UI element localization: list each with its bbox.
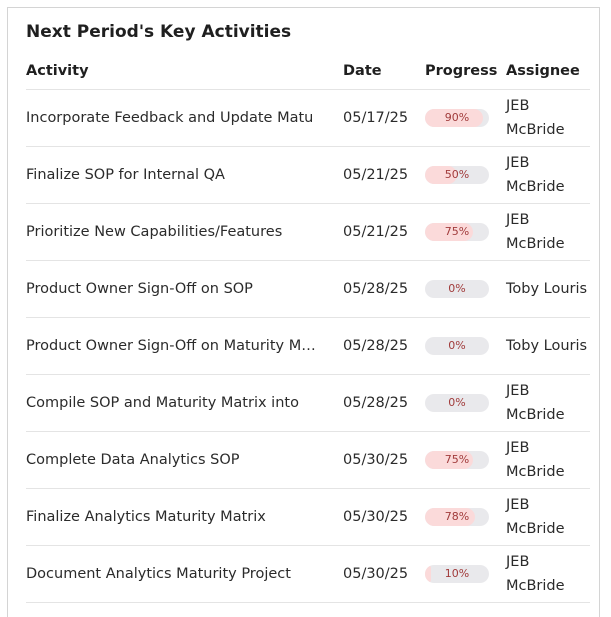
progress-fill <box>425 223 473 241</box>
table-row[interactable]: Product Owner Sign-Off on Maturity Matri… <box>26 318 590 375</box>
progress-label: 0% <box>448 282 466 295</box>
table-row[interactable]: Product Owner Sign-Off on SOP 05/28/25 0… <box>26 261 590 318</box>
progress-cell: 0% <box>425 394 506 412</box>
table-row[interactable]: Finalize SOP for Internal QA 05/21/25 50… <box>26 147 590 204</box>
activity-text: Compile SOP and Maturity Matrix into <box>26 395 299 411</box>
table-row[interactable]: Incorporate Feedback and Update Matu 05/… <box>26 90 590 147</box>
table-row[interactable]: Compile SOP and Maturity Matrix into 05/… <box>26 375 590 432</box>
progress-label: 0% <box>448 396 466 409</box>
assignee-cell: JEB McBride <box>506 497 565 537</box>
date-cell: 05/28/25 <box>343 395 409 411</box>
column-header-date[interactable]: Date <box>343 63 382 79</box>
activity-cell: Product Owner Sign-Off on SOP <box>26 281 343 297</box>
progress-label: 78% <box>444 510 470 523</box>
progress-bar: 78% <box>425 508 489 526</box>
progress-fill <box>425 508 475 526</box>
activity-text: Finalize SOP for Internal QA <box>26 167 225 183</box>
activity-cell: Compile SOP and Maturity Matrix into <box>26 395 343 411</box>
activity-text: Finalize Analytics Maturity Matrix <box>26 509 266 525</box>
progress-fill <box>425 565 432 583</box>
column-header-assignee[interactable]: Assignee <box>506 63 580 79</box>
progress-label: 75% <box>444 453 470 466</box>
progress-cell: 0% <box>425 337 506 355</box>
activity-text: Prioritize New Capabilities/Features <box>26 224 283 240</box>
progress-bar: 90% <box>425 109 489 127</box>
date-cell: 05/30/25 <box>343 566 409 582</box>
assignee-cell: JEB McBride <box>506 212 565 252</box>
table-row[interactable]: Prioritize New Capabilities/Features 05/… <box>26 204 590 261</box>
table-body: Incorporate Feedback and Update Matu 05/… <box>26 90 590 603</box>
activity-cell: Document Analytics Maturity Project <box>26 566 343 582</box>
progress-bar: 0% <box>425 394 489 412</box>
progress-cell: 50% <box>425 166 506 184</box>
progress-label: 90% <box>444 111 470 124</box>
assignee-cell: Toby Louris <box>506 281 588 297</box>
assignee-cell: JEB McBride <box>506 440 565 480</box>
assignee-cell: JEB McBride <box>506 554 565 594</box>
assignee-cell: JEB McBride <box>506 155 565 195</box>
activities-table: Activity Date Progress Assignee Incorpor… <box>26 63 590 603</box>
date-cell: 05/30/25 <box>343 452 409 468</box>
table-row[interactable]: Document Analytics Maturity Project 05/3… <box>26 546 590 603</box>
progress-label: 75% <box>444 225 470 238</box>
activity-cell: Finalize SOP for Internal QA <box>26 167 343 183</box>
progress-bar: 0% <box>425 280 489 298</box>
progress-cell: 75% <box>425 451 506 469</box>
progress-bar: 75% <box>425 451 489 469</box>
progress-fill <box>425 166 457 184</box>
table-row[interactable]: Finalize Analytics Maturity Matrix 05/30… <box>26 489 590 546</box>
progress-label: 10% <box>444 567 470 580</box>
progress-cell: 78% <box>425 508 506 526</box>
progress-label: 50% <box>444 168 470 181</box>
activity-text: Product Owner Sign-Off on SOP <box>26 281 253 297</box>
activity-text: Incorporate Feedback and Update Matu <box>26 110 314 126</box>
progress-fill <box>425 451 473 469</box>
date-cell: 05/17/25 <box>343 110 409 126</box>
key-activities-card: Next Period's Key Activities Activity Da… <box>7 7 600 617</box>
activity-cell: Incorporate Feedback and Update Matu <box>26 110 343 126</box>
assignee-cell: JEB McBride <box>506 383 565 423</box>
activity-text: Complete Data Analytics SOP <box>26 452 240 468</box>
assignee-cell: JEB McBride <box>506 98 565 138</box>
progress-bar: 75% <box>425 223 489 241</box>
progress-cell: 90% <box>425 109 506 127</box>
date-cell: 05/28/25 <box>343 338 409 354</box>
activity-cell: Finalize Analytics Maturity Matrix <box>26 509 343 525</box>
column-header-activity[interactable]: Activity <box>26 63 89 79</box>
progress-label: 0% <box>448 339 466 352</box>
column-header-progress[interactable]: Progress <box>425 63 498 79</box>
date-cell: 05/21/25 <box>343 224 409 240</box>
card-title: Next Period's Key Activities <box>26 22 292 42</box>
table-row[interactable]: Complete Data Analytics SOP 05/30/25 75%… <box>26 432 590 489</box>
progress-cell: 0% <box>425 280 506 298</box>
date-cell: 05/21/25 <box>343 167 409 183</box>
date-cell: 05/28/25 <box>343 281 409 297</box>
progress-fill <box>425 109 483 127</box>
activity-cell: Product Owner Sign-Off on Maturity Matri… <box>26 338 343 354</box>
date-cell: 05/30/25 <box>343 509 409 525</box>
progress-cell: 75% <box>425 223 506 241</box>
activity-text: Product Owner Sign-Off on Maturity Matri… <box>26 338 318 354</box>
progress-bar: 10% <box>425 565 489 583</box>
assignee-cell: Toby Louris <box>506 338 588 354</box>
table-header: Activity Date Progress Assignee <box>26 63 590 90</box>
activity-cell: Prioritize New Capabilities/Features <box>26 224 343 240</box>
progress-cell: 10% <box>425 565 506 583</box>
progress-bar: 50% <box>425 166 489 184</box>
activity-text: Document Analytics Maturity Project <box>26 566 291 582</box>
progress-bar: 0% <box>425 337 489 355</box>
activity-cell: Complete Data Analytics SOP <box>26 452 343 468</box>
